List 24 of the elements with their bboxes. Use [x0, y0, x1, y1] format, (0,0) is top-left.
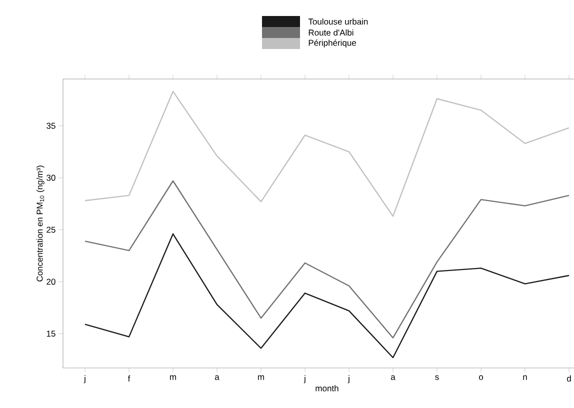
- legend-label: Route d'Albi: [308, 29, 354, 36]
- x-axis-title: month: [316, 385, 338, 392]
- y-tick-label: 20: [46, 278, 56, 285]
- x-tick-label: a: [215, 375, 220, 380]
- x-tick-label: j: [84, 375, 86, 384]
- x-tick-label: m: [258, 375, 264, 380]
- x-tick-label: d: [567, 375, 571, 382]
- y-axis-title: Concentration en PM$_{10}$ (ng/m³): [36, 166, 44, 282]
- y-tick-label: 15: [46, 330, 56, 337]
- x-tick-label: f: [128, 375, 130, 382]
- x-tick-label: n: [523, 375, 527, 380]
- legend-label: Toulouse urbain: [308, 18, 368, 25]
- x-tick-label: m: [170, 375, 176, 380]
- y-tick-label: 25: [46, 226, 56, 233]
- x-tick-label: a: [391, 375, 396, 380]
- legend-label: Périphérique: [308, 39, 356, 48]
- y-tick-label: 30: [46, 174, 56, 181]
- x-tick-label: s: [435, 375, 439, 380]
- y-tick-label: 35: [46, 122, 56, 129]
- x-tick-label: j: [304, 375, 306, 384]
- x-tick-label: j: [348, 375, 350, 384]
- line-series: [84, 90, 570, 217]
- line-series: [84, 233, 570, 358]
- x-tick-label: o: [479, 375, 484, 380]
